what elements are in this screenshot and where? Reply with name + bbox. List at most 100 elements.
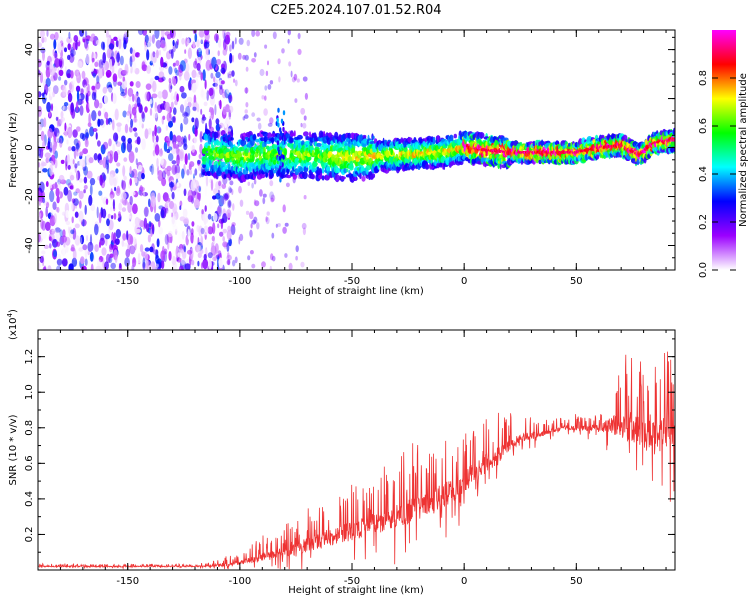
noise-blob: [49, 61, 53, 70]
noise-blob: [106, 48, 112, 59]
noise-blob: [226, 259, 231, 265]
noise-blob: [171, 116, 176, 123]
noise-blob: [174, 164, 181, 175]
noise-blob: [117, 125, 122, 133]
noise-blob: [46, 60, 50, 66]
noise-blob: [134, 216, 140, 227]
noise-blob: [87, 83, 90, 93]
noise-blob: [193, 235, 198, 246]
noise-blob: [201, 91, 207, 100]
noise-blob: [170, 48, 174, 59]
noise-blob: [131, 106, 137, 116]
noise-blob: [166, 200, 170, 207]
noise-blob: [95, 132, 98, 140]
noise-blob: [251, 219, 257, 225]
noise-blob: [154, 75, 160, 81]
noise-blob: [245, 66, 249, 72]
noise-blob: [46, 101, 51, 113]
snr-scale-prefix: (x10: [8, 317, 19, 340]
noise-blob: [174, 228, 178, 235]
noise-blob: [41, 191, 45, 200]
noise-blob: [38, 162, 41, 168]
noise-blob: [49, 147, 52, 152]
noise-blob: [112, 119, 115, 131]
colorbar-tick-label: 0.2: [698, 214, 709, 230]
noise-blob: [223, 32, 226, 43]
noise-blob: [56, 206, 60, 213]
noise-blob: [112, 143, 116, 154]
noise-blob: [79, 132, 85, 140]
noise-blob: [74, 223, 80, 229]
noise-blob: [269, 191, 274, 200]
signal-blob: [208, 155, 214, 160]
noise-blob: [69, 185, 74, 190]
signal-blob: [326, 175, 330, 180]
noise-blob: [89, 126, 95, 137]
noise-blob: [176, 182, 179, 187]
noise-blob: [79, 105, 84, 116]
noise-blob: [112, 199, 115, 210]
signal-blob: [280, 118, 284, 124]
noise-blob: [270, 197, 275, 203]
noise-blob: [186, 249, 193, 255]
noise-blob: [59, 137, 63, 148]
noise-blob: [84, 39, 88, 49]
noise-blob: [109, 58, 113, 70]
noise-blob: [174, 67, 178, 74]
noise-blob: [158, 49, 162, 56]
noise-blob: [190, 179, 196, 192]
noise-blob: [155, 135, 159, 143]
noise-blob: [146, 261, 152, 270]
noise-blob: [44, 152, 51, 159]
noise-blob: [144, 34, 149, 43]
signal-blob: [283, 134, 286, 140]
signal-blob: [279, 149, 282, 155]
noise-blob: [68, 31, 71, 39]
noise-blob: [257, 122, 262, 130]
noise-blob: [245, 102, 249, 108]
noise-blob: [189, 248, 194, 260]
noise-blob: [74, 163, 78, 169]
noise-blob: [281, 48, 285, 54]
noise-blob: [183, 245, 187, 253]
noise-blob: [168, 81, 173, 93]
noise-blob: [41, 220, 46, 231]
noise-blob: [196, 39, 200, 48]
noise-blob: [176, 135, 182, 143]
noise-blob: [79, 234, 85, 245]
noise-blob: [45, 67, 51, 79]
noise-blob: [105, 198, 109, 205]
noise-blob: [217, 223, 220, 229]
noise-blob: [231, 188, 234, 195]
noise-blob: [51, 229, 57, 240]
noise-blob: [227, 116, 232, 121]
noise-blob: [164, 101, 170, 111]
noise-blob: [108, 43, 115, 50]
signal-blob: [295, 139, 299, 147]
noise-blob: [152, 131, 155, 143]
noise-blob: [171, 164, 178, 176]
noise-blob: [96, 206, 99, 219]
noise-blob: [167, 230, 173, 238]
noise-blob: [209, 87, 215, 100]
noise-blob: [207, 111, 211, 117]
noise-blob: [179, 200, 183, 207]
colorbar-label: Normalized spectral amplitude: [738, 73, 749, 227]
noise-blob: [263, 108, 268, 116]
signal-blob: [220, 161, 226, 167]
noise-blob: [58, 174, 65, 183]
colorbar-gradient: [712, 30, 736, 270]
noise-blob: [77, 60, 83, 68]
noise-blob: [234, 37, 237, 45]
noise-blob: [160, 209, 165, 219]
noise-blob: [168, 66, 173, 75]
noise-blob: [183, 138, 186, 144]
noise-blob: [104, 111, 109, 119]
noise-blob: [122, 76, 126, 82]
noise-blob: [102, 141, 109, 150]
noise-blob: [109, 121, 113, 129]
noise-blob: [166, 112, 172, 123]
noise-blob: [95, 265, 102, 270]
noise-blob: [193, 60, 198, 69]
noise-blob: [181, 92, 187, 99]
